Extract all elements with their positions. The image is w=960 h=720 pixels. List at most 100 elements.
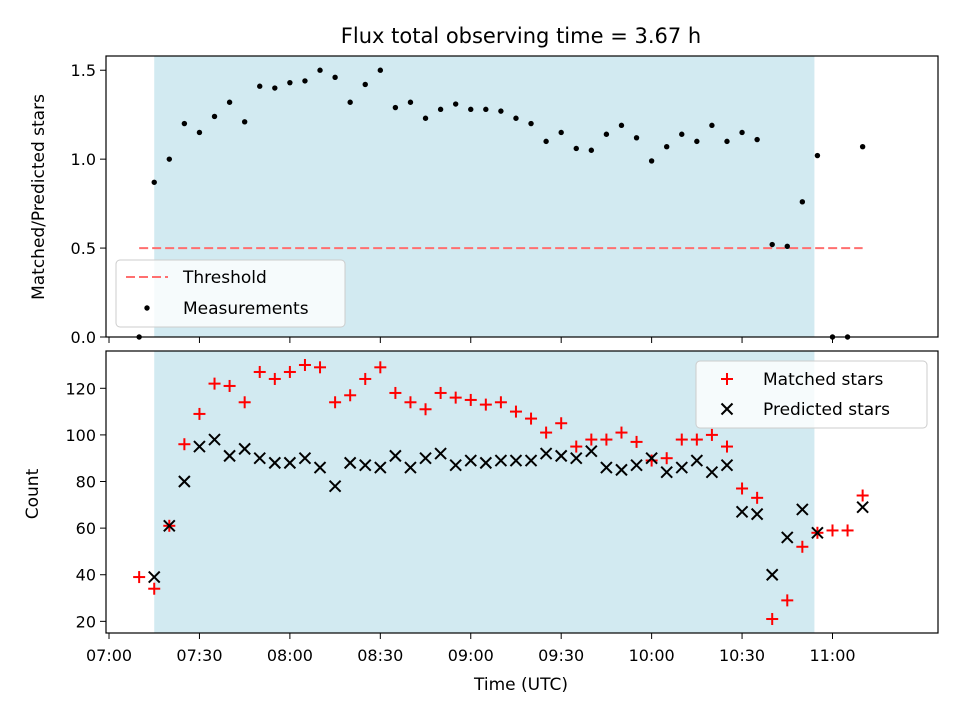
matched-star-marker bbox=[419, 403, 432, 416]
legend-matched-label: Matched stars bbox=[763, 370, 883, 390]
predicted-star-marker-b bbox=[539, 447, 553, 460]
predicted-star-marker-b bbox=[524, 454, 538, 467]
matched-star-marker bbox=[570, 440, 583, 453]
ratio-y-tick-label: 0.5 bbox=[71, 239, 96, 258]
matched-star-marker bbox=[479, 398, 492, 411]
measurement-point bbox=[437, 106, 444, 113]
matched-star-marker bbox=[630, 435, 643, 448]
predicted-star-marker-b bbox=[434, 447, 447, 460]
predicted-star-marker-b bbox=[148, 570, 161, 584]
legend-predicted-swatch-b bbox=[720, 402, 734, 416]
count-y-tick-label: 120 bbox=[65, 379, 96, 398]
predicted-star-marker bbox=[811, 526, 824, 539]
measurement-point bbox=[241, 119, 248, 125]
count-y-tick-label: 40 bbox=[76, 566, 96, 585]
predicted-star-marker-b bbox=[268, 456, 282, 470]
measurement-point bbox=[814, 152, 821, 159]
predicted-star-marker-b bbox=[705, 465, 719, 479]
count-legend-box bbox=[695, 360, 928, 429]
predicted-star-marker bbox=[524, 454, 538, 467]
measurement-point bbox=[679, 131, 685, 137]
count-y-tick-label: 100 bbox=[65, 426, 96, 445]
predicted-star-marker bbox=[509, 454, 523, 467]
measurement-point bbox=[694, 138, 700, 145]
matched-star-marker bbox=[555, 417, 568, 430]
matched-star-marker bbox=[736, 482, 749, 495]
measurement-point bbox=[769, 241, 775, 248]
predicted-star-marker-b bbox=[298, 451, 312, 465]
predicted-star-marker-b bbox=[570, 451, 583, 465]
matched-star-marker bbox=[660, 452, 673, 465]
legend-predicted-swatch bbox=[720, 402, 734, 416]
count-panel-y-axis-label: Count bbox=[23, 468, 43, 519]
predicted-star-marker bbox=[570, 451, 583, 465]
predicted-star-marker-b bbox=[359, 458, 372, 472]
predicted-star-marker bbox=[223, 449, 236, 463]
predicted-star-marker bbox=[765, 568, 779, 581]
measurement-point bbox=[799, 199, 806, 205]
predicted-star-marker bbox=[434, 447, 447, 460]
predicted-star-marker bbox=[374, 461, 387, 474]
matched-star-marker bbox=[615, 426, 628, 439]
x-tick-label: 07:30 bbox=[176, 646, 222, 665]
predicted-star-marker-b bbox=[479, 456, 493, 470]
matched-star-marker bbox=[464, 393, 477, 406]
predicted-star-marker bbox=[600, 461, 613, 474]
measurement-point bbox=[513, 115, 519, 121]
matched-star-marker bbox=[856, 489, 869, 502]
measurement-point bbox=[648, 158, 655, 164]
measurement-point bbox=[724, 138, 730, 145]
predicted-star-marker bbox=[750, 507, 764, 521]
matched-star-marker bbox=[344, 389, 357, 402]
predicted-star-marker-b bbox=[630, 458, 643, 472]
measurement-point bbox=[257, 83, 263, 89]
measurement-point bbox=[287, 79, 293, 86]
predicted-star-marker bbox=[298, 451, 312, 465]
measurement-point bbox=[754, 136, 760, 143]
predicted-star-marker bbox=[389, 449, 402, 463]
predicted-star-marker-b bbox=[675, 461, 688, 474]
measurement-point bbox=[859, 144, 866, 150]
predicted-star-marker-b bbox=[223, 449, 236, 463]
matched-star-marker bbox=[298, 358, 311, 371]
measurement-point bbox=[452, 101, 459, 107]
measurement-point bbox=[784, 243, 790, 249]
predicted-star-marker bbox=[359, 458, 372, 472]
matched-star-marker bbox=[148, 582, 161, 595]
measurement-point bbox=[543, 138, 549, 145]
matched-star-marker bbox=[133, 571, 146, 584]
measurement-point bbox=[347, 99, 353, 105]
matched-star-marker bbox=[781, 594, 794, 607]
predicted-star-marker bbox=[253, 451, 266, 465]
predicted-star-marker-b bbox=[554, 449, 568, 463]
matched-star-marker bbox=[223, 379, 236, 392]
matched-star-marker bbox=[193, 407, 206, 420]
x-tick-label: 11:00 bbox=[809, 646, 855, 665]
matched-star-marker bbox=[329, 396, 342, 409]
count-axes-frame bbox=[105, 350, 939, 634]
predicted-star-marker-b bbox=[811, 526, 824, 539]
x-tick-label: 09:00 bbox=[448, 646, 494, 665]
predicted-star-marker bbox=[283, 456, 297, 470]
measurement-point bbox=[272, 85, 278, 91]
matched-star-marker bbox=[705, 428, 718, 441]
ratio-panel: 0.0 0.5 1.0 1.5 Threshold Measurements bbox=[71, 55, 939, 347]
x-tick-label: 08:00 bbox=[267, 646, 313, 665]
matched-star-marker bbox=[404, 396, 417, 409]
predicted-star-marker bbox=[690, 454, 704, 467]
predicted-star-marker bbox=[419, 451, 432, 465]
predicted-star-marker-b bbox=[163, 519, 176, 533]
matched-star-marker bbox=[525, 412, 538, 425]
measurement-point bbox=[211, 113, 218, 120]
predicted-star-marker-b bbox=[856, 500, 869, 514]
predicted-star-marker-b bbox=[313, 461, 327, 474]
matched-star-marker bbox=[540, 426, 553, 439]
predicted-star-marker-b bbox=[645, 451, 658, 465]
predicted-star-marker bbox=[856, 500, 869, 514]
predicted-star-marker bbox=[449, 458, 462, 472]
matched-star-marker bbox=[494, 396, 507, 409]
measurement-point bbox=[468, 106, 474, 113]
x-tick-label: 08:30 bbox=[357, 646, 403, 665]
predicted-star-marker-b bbox=[781, 531, 794, 544]
measurement-point bbox=[362, 81, 368, 88]
